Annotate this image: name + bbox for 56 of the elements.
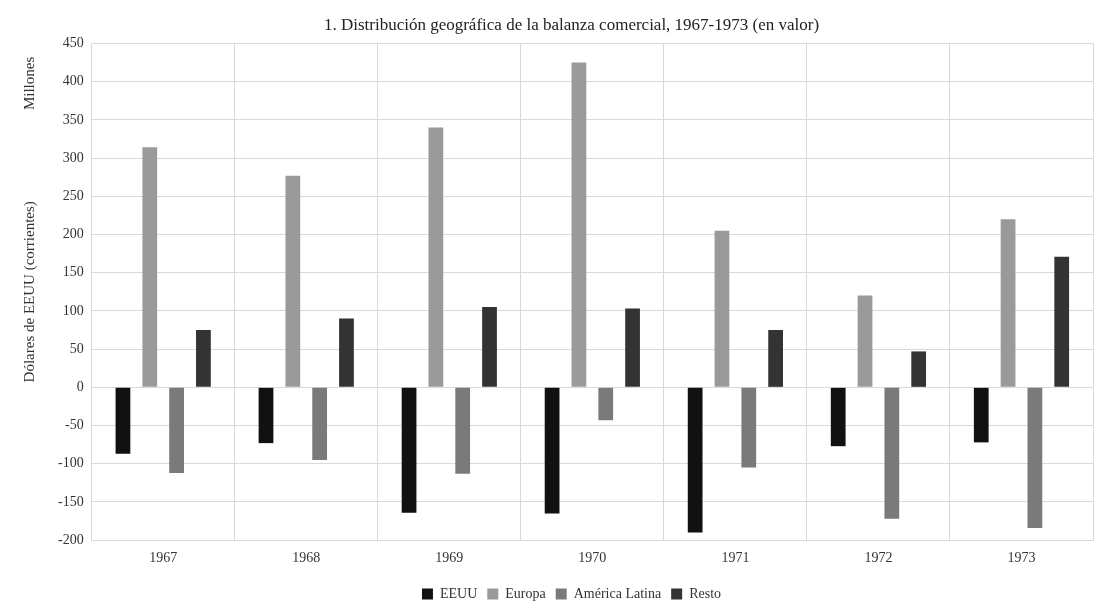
bar <box>455 387 471 474</box>
bar <box>142 147 158 387</box>
y-tick-label: 450 <box>62 35 84 51</box>
y-tick-label: 250 <box>62 187 84 203</box>
chart-title: 1. Distribución geográfica de la balanza comercial, 1967-1973 (en valor) <box>323 14 820 34</box>
y-tick-label: -150 <box>57 493 84 509</box>
bar <box>196 330 211 387</box>
y-tick-label: 200 <box>62 226 84 242</box>
x-tick-label: 1968 <box>292 550 321 566</box>
bar <box>857 295 873 387</box>
bar <box>169 387 184 473</box>
x-tick-label: 1971 <box>721 550 750 566</box>
y-tick-label: 400 <box>62 73 84 89</box>
legend-label: EEUU <box>439 585 478 601</box>
bar <box>625 308 640 387</box>
bar <box>258 387 274 444</box>
y-tick-label: 50 <box>69 340 84 356</box>
x-tick-label: 1969 <box>435 550 464 566</box>
x-tick-label: 1970 <box>578 550 607 566</box>
bar <box>428 127 444 387</box>
legend-label: América Latina <box>573 585 662 601</box>
bar <box>115 387 131 454</box>
bar <box>884 387 900 519</box>
bar <box>973 387 989 443</box>
text: Millones <box>20 56 37 111</box>
y-tick-label: 300 <box>62 149 84 165</box>
bar <box>1027 387 1043 528</box>
bar <box>768 330 783 387</box>
x-tick-label: 1973 <box>1007 550 1036 566</box>
legend-label: Resto <box>689 585 722 601</box>
bar <box>482 307 497 387</box>
y-tick-label: -50 <box>64 417 84 433</box>
bar <box>285 175 301 387</box>
y-axis-title: Dólares de EEUU (corrientes) <box>20 201 38 383</box>
bar <box>571 62 587 387</box>
x-tick-label: 1972 <box>864 550 893 566</box>
bar <box>1000 219 1016 387</box>
bar <box>687 387 703 533</box>
y-tick-label: 0 <box>76 379 84 395</box>
bar <box>312 387 328 460</box>
bar <box>401 387 417 513</box>
bar <box>339 318 354 387</box>
x-tick-label: 1967 <box>149 550 178 566</box>
bar <box>714 230 730 387</box>
legend-label: Europa <box>505 585 547 601</box>
bar <box>1054 256 1070 387</box>
y-tick-label: -100 <box>57 455 84 471</box>
y-tick-label: 150 <box>62 264 84 280</box>
y-tick-label: -200 <box>57 531 84 547</box>
bar <box>830 387 846 447</box>
y-tick-label: 350 <box>62 111 84 127</box>
y-tick-label: 100 <box>62 302 84 318</box>
bar <box>741 387 757 468</box>
bar <box>911 351 927 387</box>
bar <box>544 387 560 514</box>
bar <box>598 387 614 421</box>
